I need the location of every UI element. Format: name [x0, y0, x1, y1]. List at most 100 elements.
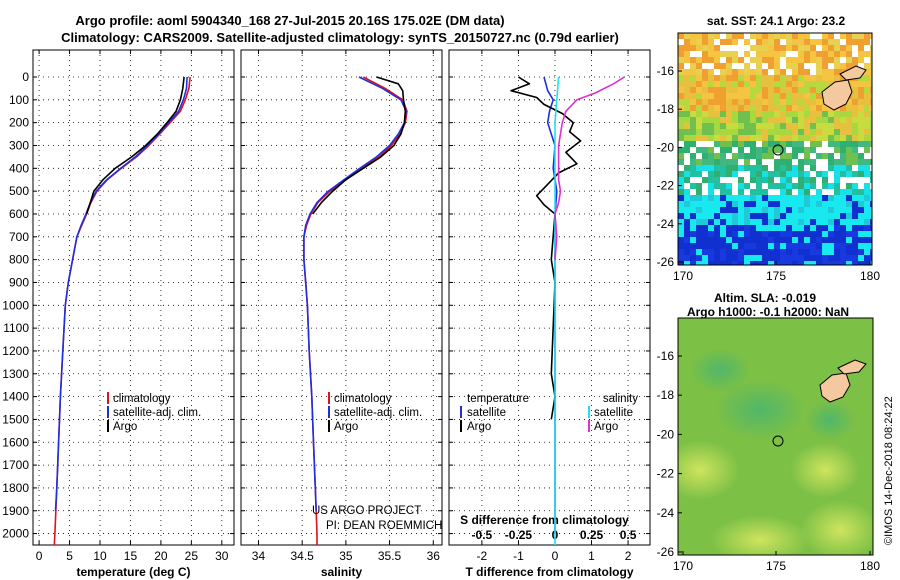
sst-cell: [786, 135, 792, 141]
sst-cell: [792, 219, 798, 225]
sst-cell: [798, 153, 804, 159]
sst-cell: [702, 123, 708, 129]
sst-cell: [738, 105, 744, 111]
sst-cell: [792, 111, 798, 117]
sst-cell: [768, 237, 774, 243]
sst-cell: [858, 249, 864, 255]
s-tick-label: 0.5: [620, 528, 637, 542]
sst-cell: [846, 189, 852, 195]
sst-cell: [732, 87, 738, 93]
y-tick-label: 300: [9, 138, 29, 152]
sst-cell: [846, 99, 852, 105]
sst-cell: [804, 153, 810, 159]
sst-cell: [768, 219, 774, 225]
sst-cell: [690, 123, 696, 129]
sst-cell: [744, 51, 750, 57]
sst-cell: [738, 117, 744, 123]
sst-cell: [846, 213, 852, 219]
sst-cell: [858, 75, 864, 81]
sst-cell: [708, 261, 714, 265]
sst-cell: [744, 123, 750, 129]
sst-cell: [852, 99, 858, 105]
sst-cell: [702, 111, 708, 117]
series-s-satellite: [554, 76, 560, 545]
sst-cell: [726, 33, 732, 39]
sst-cell: [870, 147, 872, 153]
sst-cell: [690, 225, 696, 231]
sst-cell: [738, 147, 744, 153]
sst-cell: [684, 237, 690, 243]
sst-cell: [816, 165, 822, 171]
sst-cell: [822, 159, 828, 165]
sst-cell: [678, 219, 684, 225]
sst-cell: [690, 141, 696, 147]
sst-cell: [870, 39, 872, 45]
sst-cell: [702, 219, 708, 225]
sst-cell: [720, 123, 726, 129]
sst-cell: [756, 81, 762, 87]
sst-cell: [690, 33, 696, 39]
sst-cell: [750, 69, 756, 75]
sst-cell: [840, 147, 846, 153]
sla-field: [678, 318, 873, 555]
legend-s-satellite-label: satellite: [594, 407, 633, 419]
sst-cell: [834, 231, 840, 237]
sst-cell: [774, 87, 780, 93]
sst-cell: [696, 177, 702, 183]
sst-cell: [738, 129, 744, 135]
sst-cell: [690, 183, 696, 189]
sst-cell: [816, 69, 822, 75]
sst-cell: [768, 33, 774, 39]
sst-cell: [834, 207, 840, 213]
sla-map-title-1: Altim. SLA: -0.019: [714, 291, 816, 305]
sst-cell: [792, 33, 798, 39]
sst-cell: [720, 135, 726, 141]
sst-cell: [774, 135, 780, 141]
sst-cell: [690, 243, 696, 249]
sst-cell: [864, 39, 870, 45]
sst-cell: [732, 63, 738, 69]
sst-cell: [756, 39, 762, 45]
sst-cell: [870, 201, 872, 207]
sst-cell: [852, 183, 858, 189]
sst-cell: [696, 213, 702, 219]
sst-cell: [852, 261, 858, 265]
sst-cell: [762, 69, 768, 75]
sst-cell: [810, 135, 816, 141]
sst-cell: [732, 39, 738, 45]
sst-cell: [696, 261, 702, 265]
sst-cell: [816, 171, 822, 177]
sst-map-axes: 170 175 180 -16 -18 -20 -22 -24 -26: [657, 64, 881, 283]
sst-cell: [786, 39, 792, 45]
sst-cell: [834, 117, 840, 123]
sst-cell: [858, 243, 864, 249]
sst-cell: [726, 141, 732, 147]
sst-cell: [822, 147, 828, 153]
y-tick-label: 700: [9, 230, 29, 244]
sst-cell: [774, 243, 780, 249]
sst-cell: [852, 93, 858, 99]
sst-cell: [708, 135, 714, 141]
sst-cell: [858, 39, 864, 45]
sst-cell: [858, 81, 864, 87]
sst-cell: [678, 153, 684, 159]
sst-cell: [810, 165, 816, 171]
y-tick-label: 800: [9, 253, 29, 267]
sst-cell: [726, 207, 732, 213]
sst-cell: [852, 39, 858, 45]
sst-cell: [762, 75, 768, 81]
sst-cell: [780, 219, 786, 225]
island-viti-levu: [819, 372, 851, 403]
sst-cell: [768, 255, 774, 261]
sst-cell: [702, 75, 708, 81]
sst-cell: [678, 93, 684, 99]
sst-cell: [756, 105, 762, 111]
sst-cell: [846, 111, 852, 117]
sst-cell: [864, 99, 870, 105]
sst-cell: [804, 87, 810, 93]
legend-salinity-title: salinity: [603, 393, 638, 405]
sst-cell: [846, 195, 852, 201]
sst-cell: [756, 147, 762, 153]
map-x-tick-label: 170: [673, 559, 693, 573]
sst-cell: [774, 105, 780, 111]
